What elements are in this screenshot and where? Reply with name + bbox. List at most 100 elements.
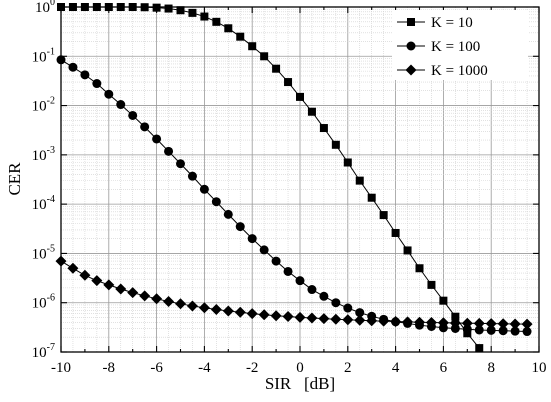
data-point <box>498 326 508 336</box>
data-point <box>354 314 366 326</box>
axis-ticks <box>60 6 540 353</box>
data-point <box>68 62 78 72</box>
data-point <box>79 269 91 281</box>
data-point <box>259 245 269 255</box>
data-point <box>199 184 209 194</box>
data-point <box>260 52 269 61</box>
legend-entry: K = 10 <box>397 15 473 31</box>
x-tick-label: -6 <box>150 360 163 376</box>
data-point <box>246 308 258 320</box>
legend-entry: K = 1000 <box>397 63 488 79</box>
data-point <box>331 140 340 149</box>
data-point <box>67 262 79 274</box>
data-point <box>224 24 233 33</box>
data-point <box>473 317 485 329</box>
data-point <box>198 302 210 314</box>
data-point <box>164 146 174 156</box>
legend-marker <box>405 64 417 76</box>
data-point <box>378 315 390 327</box>
data-point <box>235 222 245 232</box>
data-point <box>128 110 138 120</box>
legend-label: K = 100 <box>431 39 480 55</box>
data-point <box>212 17 221 26</box>
data-point <box>163 295 175 307</box>
data-point <box>330 313 342 325</box>
data-point <box>127 287 139 299</box>
data-point <box>497 318 509 330</box>
data-point <box>140 122 150 132</box>
data-point <box>342 314 354 326</box>
x-tick-label: 0 <box>296 360 304 376</box>
data-point <box>366 315 378 327</box>
data-point <box>450 323 460 333</box>
y-tick-label: 10-1 <box>32 46 55 65</box>
data-point <box>318 313 330 325</box>
data-point <box>307 285 317 295</box>
legend-items: K = 10 K = 100 K = 1000 <box>397 15 488 79</box>
data-point <box>139 290 151 302</box>
data-point <box>379 211 388 220</box>
data-point <box>475 344 484 353</box>
legend-label: K = 10 <box>431 15 473 31</box>
x-tick-label: 8 <box>487 360 495 376</box>
data-point <box>272 64 281 73</box>
data-point <box>319 124 328 133</box>
data-point <box>307 107 316 116</box>
x-tick-label: -4 <box>198 360 211 376</box>
data-point <box>425 316 437 328</box>
data-point <box>211 197 221 207</box>
data-point <box>295 276 305 286</box>
data-point <box>236 32 245 41</box>
y-tick-labels: 100 10-1 10-2 10-3 10-4 10-5 10-6 10-7 <box>32 0 55 361</box>
y-tick-label: 100 <box>35 0 55 16</box>
data-point <box>91 275 103 287</box>
data-point <box>449 317 461 329</box>
data-point <box>319 291 329 301</box>
data-point <box>343 158 352 167</box>
data-point <box>188 8 197 17</box>
data-point <box>522 327 532 337</box>
data-point <box>439 296 448 305</box>
data-point <box>200 12 209 21</box>
data-point <box>390 316 402 328</box>
series-line <box>60 59 528 333</box>
data-point <box>103 279 115 291</box>
x-tick-label: 6 <box>440 360 448 376</box>
data-point <box>427 280 436 289</box>
data-point <box>164 4 173 13</box>
data-point <box>116 100 126 110</box>
x-tick-label: 4 <box>392 360 400 376</box>
data-point <box>343 303 353 313</box>
data-point <box>331 298 341 308</box>
data-point <box>152 134 162 144</box>
data-point <box>402 316 414 328</box>
data-point <box>115 283 127 295</box>
data-point <box>176 159 185 169</box>
data-point <box>461 317 473 329</box>
legend-entry: K = 100 <box>397 39 480 55</box>
data-point <box>176 6 185 15</box>
data-point <box>284 78 293 87</box>
data-point <box>294 311 306 323</box>
y-tick-label: 10-3 <box>32 145 55 164</box>
data-point <box>234 306 246 318</box>
data-point <box>521 318 533 330</box>
data-point <box>258 309 270 321</box>
data-point <box>271 256 281 266</box>
data-point <box>296 92 304 101</box>
x-tick-label: -10 <box>51 360 71 376</box>
series-line <box>60 260 528 325</box>
x-tick-label: 2 <box>344 360 352 376</box>
data-point <box>210 303 222 315</box>
data-point <box>414 316 425 328</box>
y-tick-label: 10-6 <box>32 293 55 312</box>
data-point <box>247 234 257 244</box>
data-point <box>510 326 520 336</box>
data-point <box>175 298 186 310</box>
y-tick-label: 10-2 <box>32 96 55 115</box>
y-tick-label: 10-5 <box>32 243 55 262</box>
data-point <box>474 325 484 335</box>
data-point <box>222 305 234 317</box>
y-tick-label: 10-7 <box>32 342 55 361</box>
